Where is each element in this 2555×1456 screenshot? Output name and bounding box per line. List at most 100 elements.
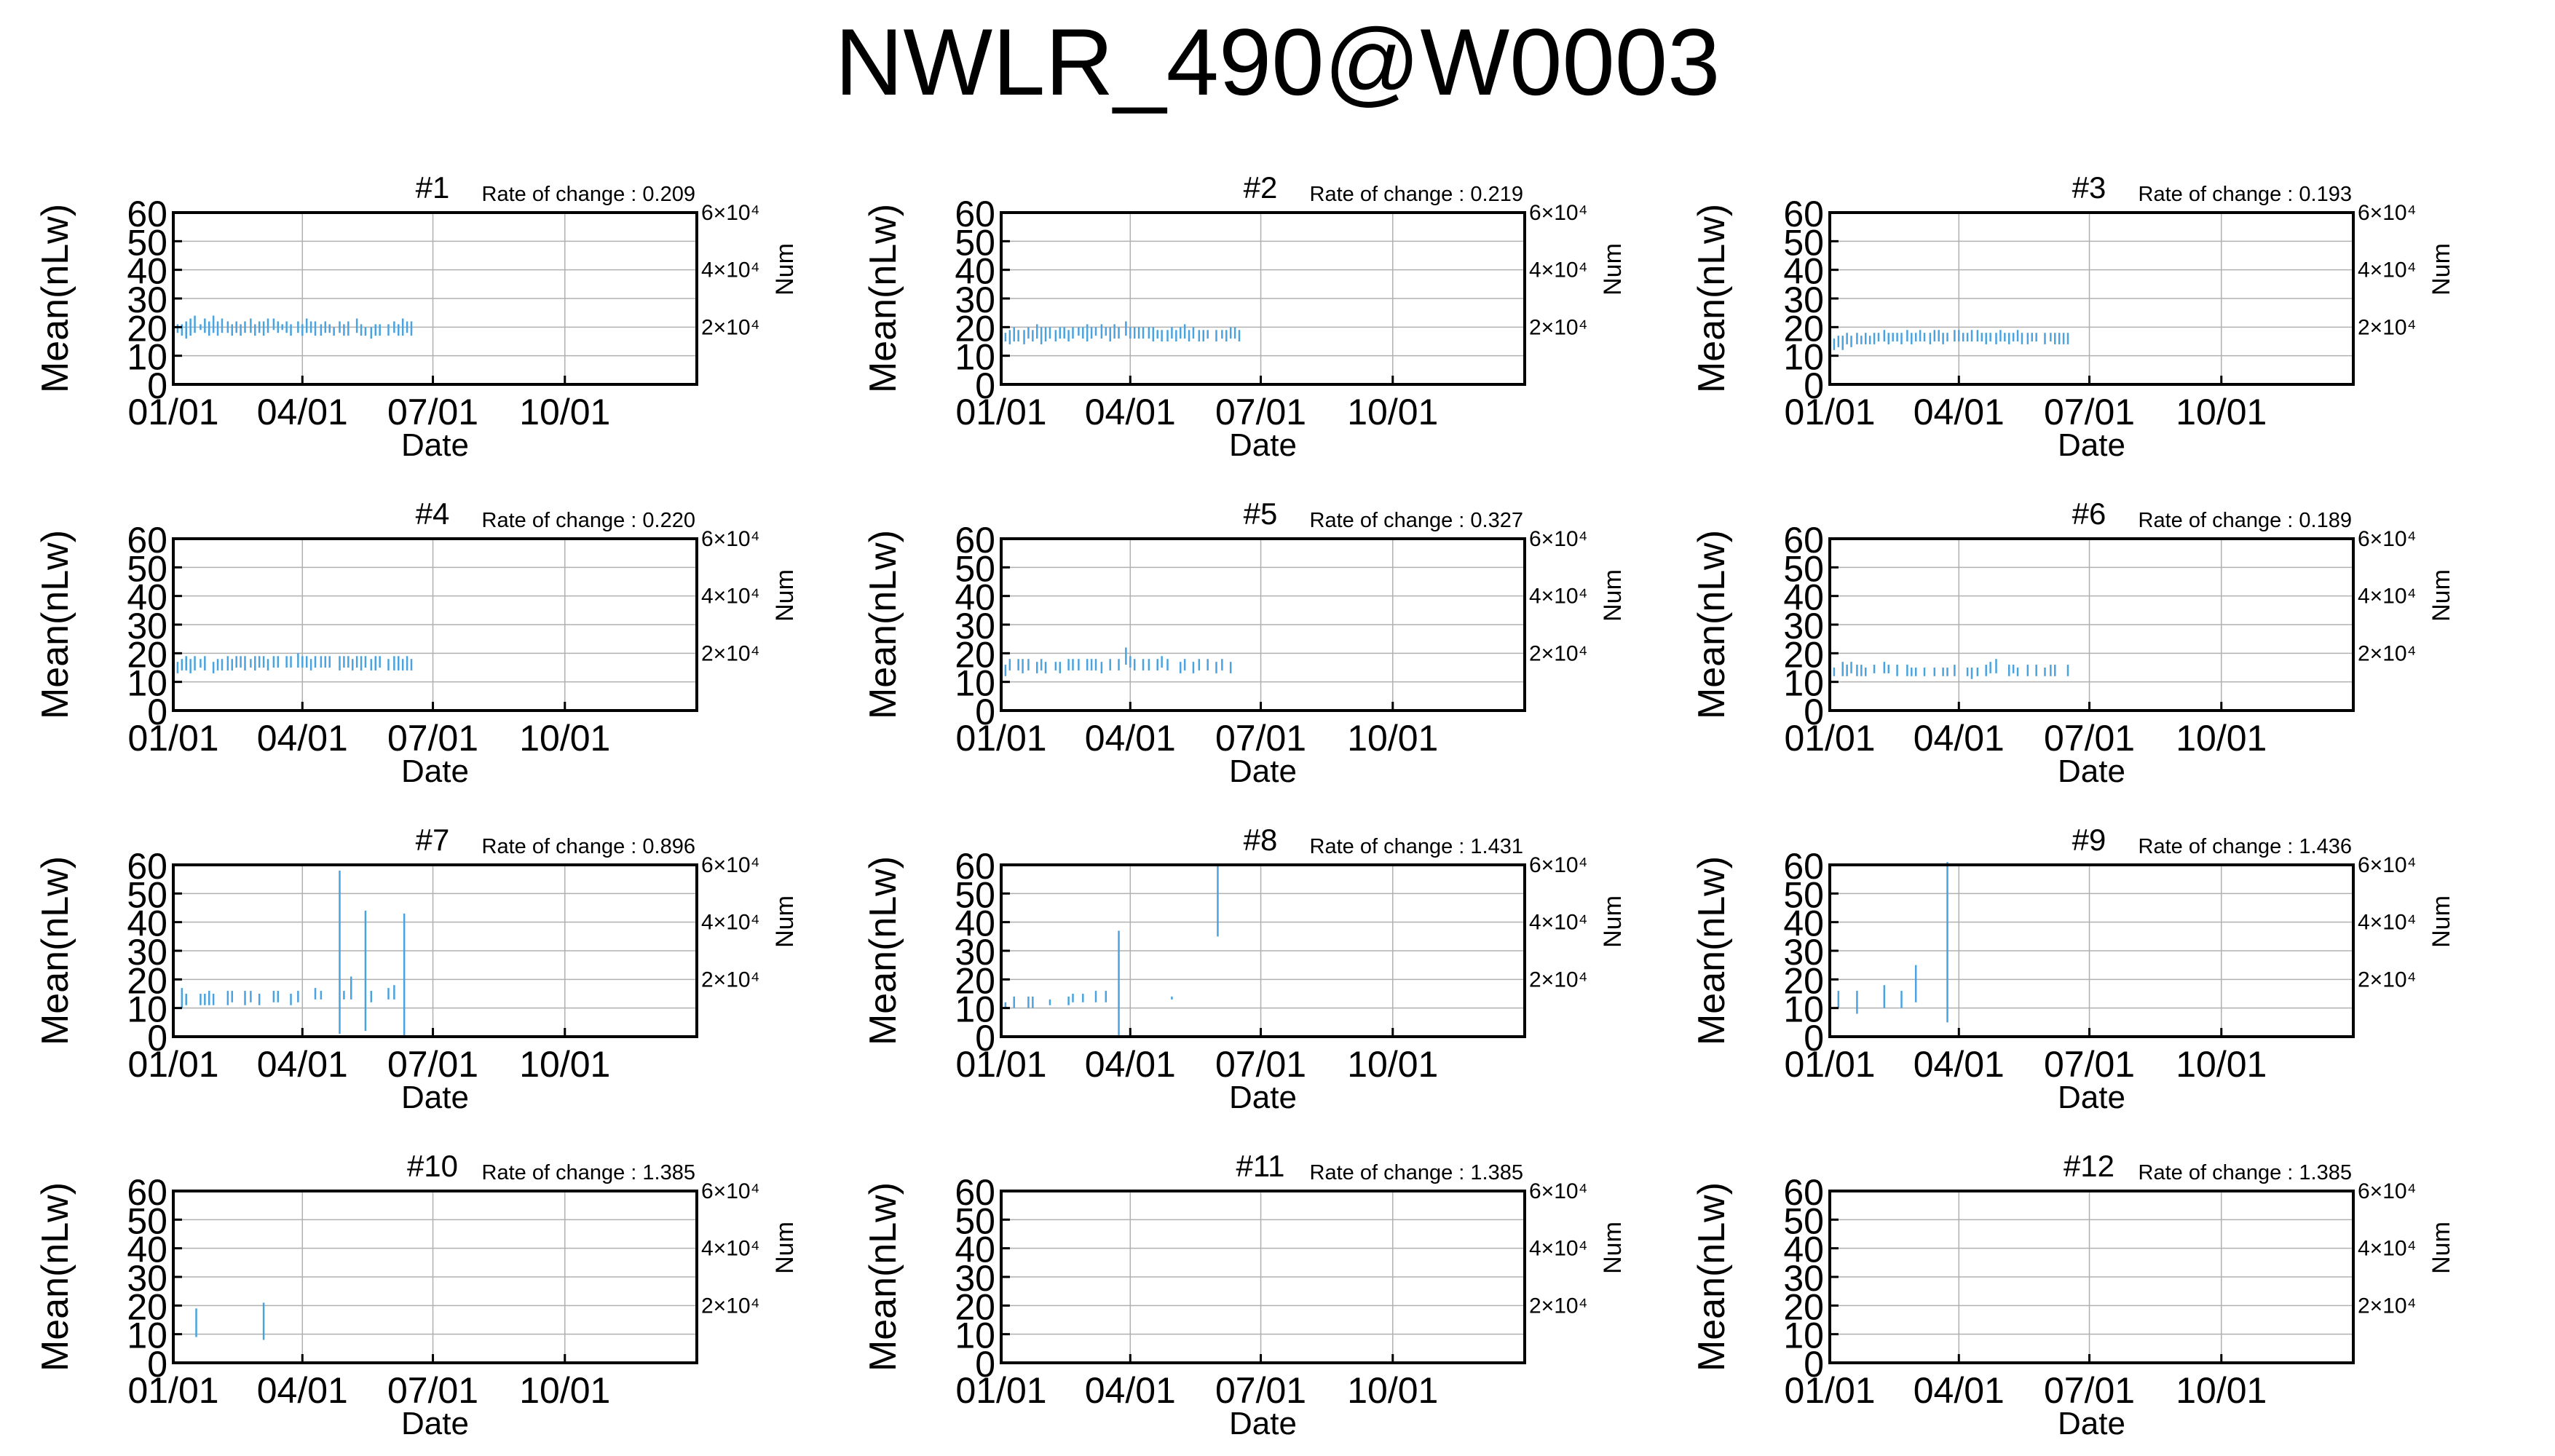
y-tick-label: 10 xyxy=(127,337,167,378)
y2-tick-label: 4×10⁴ xyxy=(1529,911,1587,935)
y2-tick-label: 2×10⁴ xyxy=(1529,315,1587,339)
y2-tick-label: 4×10⁴ xyxy=(1529,585,1587,609)
y2-axis-label: Num xyxy=(1599,1222,1627,1274)
y-tick-label: 40 xyxy=(127,577,167,618)
y-tick-label: 40 xyxy=(955,1230,995,1270)
y-tick-label: 50 xyxy=(955,548,995,589)
panel-title: #12 xyxy=(2064,1149,2114,1183)
rate-of-change-label: Rate of change : 1.431 xyxy=(1310,835,1523,858)
x-tick-label: 04/01 xyxy=(1085,1370,1176,1411)
x-tick-label: 04/01 xyxy=(257,392,348,432)
y-axis-label: Mean(nLw) xyxy=(1691,1182,1733,1372)
y2-tick-label: 4×10⁴ xyxy=(701,1237,759,1261)
x-axis-label: Date xyxy=(2058,1406,2125,1441)
x-tick-label: 10/01 xyxy=(1347,1370,1438,1411)
y2-tick-label: 2×10⁴ xyxy=(1529,968,1587,992)
y2-tick-label: 4×10⁴ xyxy=(2358,911,2416,935)
x-axis-label: Date xyxy=(401,427,469,463)
y2-tick-label: 2×10⁴ xyxy=(2358,1294,2416,1318)
y-tick-label: 40 xyxy=(127,1230,167,1270)
y-tick-label: 60 xyxy=(1783,520,1824,561)
y-tick-label: 30 xyxy=(1783,932,1824,973)
rate-of-change-label: Rate of change : 0.219 xyxy=(1310,183,1523,206)
y-tick-label: 10 xyxy=(955,337,995,378)
y2-tick-label: 2×10⁴ xyxy=(1529,641,1587,665)
y-tick-label: 0 xyxy=(147,1344,167,1385)
y-tick-label: 40 xyxy=(1783,1230,1824,1270)
rate-of-change-label: Rate of change : 1.385 xyxy=(482,1161,695,1184)
x-tick-label: 10/01 xyxy=(1347,392,1438,432)
y2-tick-label: 6×10⁴ xyxy=(701,853,759,877)
y-tick-label: 50 xyxy=(127,1200,167,1241)
y2-tick-label: 6×10⁴ xyxy=(1529,853,1587,877)
x-tick-label: 01/01 xyxy=(955,1044,1046,1085)
y2-tick-label: 6×10⁴ xyxy=(1529,201,1587,225)
y2-tick-label: 6×10⁴ xyxy=(1529,527,1587,551)
y-tick-label: 60 xyxy=(1783,846,1824,887)
x-tick-label: 07/01 xyxy=(2044,1044,2135,1085)
y-tick-label: 0 xyxy=(1804,1344,1824,1385)
y2-tick-label: 6×10⁴ xyxy=(2358,1179,2416,1203)
y2-tick-label: 4×10⁴ xyxy=(1529,258,1587,282)
y-tick-label: 60 xyxy=(1783,194,1824,234)
x-tick-label: 07/01 xyxy=(1215,392,1306,432)
y-axis-label: Mean(nLw) xyxy=(34,1182,76,1372)
y2-tick-label: 6×10⁴ xyxy=(701,1179,759,1203)
y-tick-label: 60 xyxy=(955,1172,995,1213)
y2-tick-label: 2×10⁴ xyxy=(701,968,759,992)
y-tick-label: 60 xyxy=(955,520,995,561)
y2-tick-label: 2×10⁴ xyxy=(2358,315,2416,339)
y-tick-label: 60 xyxy=(127,1172,167,1213)
x-tick-label: 04/01 xyxy=(1085,718,1176,759)
y-tick-label: 20 xyxy=(127,308,167,349)
y-tick-label: 30 xyxy=(955,932,995,973)
y-axis-label: Mean(nLw) xyxy=(1691,530,1733,719)
y-tick-label: 20 xyxy=(1783,960,1824,1001)
x-tick-label: 10/01 xyxy=(519,1044,610,1085)
x-tick-label: 07/01 xyxy=(2044,392,2135,432)
y-tick-label: 30 xyxy=(955,1258,995,1299)
y-tick-label: 10 xyxy=(127,663,167,704)
x-axis-label: Date xyxy=(1229,753,1297,789)
panel-title: #6 xyxy=(2072,496,2106,531)
x-tick-label: 10/01 xyxy=(519,392,610,432)
panel-title: #1 xyxy=(416,170,450,205)
y-tick-label: 20 xyxy=(1783,308,1824,349)
y-tick-label: 20 xyxy=(127,960,167,1001)
x-tick-label: 01/01 xyxy=(127,1044,218,1085)
y-tick-label: 0 xyxy=(975,365,995,406)
y2-axis-label: Num xyxy=(2428,569,2455,622)
y2-axis-label: Num xyxy=(2428,243,2455,296)
panel-title: #8 xyxy=(1244,823,1278,857)
y-tick-label: 60 xyxy=(127,194,167,234)
x-tick-label: 10/01 xyxy=(2176,1044,2267,1085)
x-tick-label: 04/01 xyxy=(257,718,348,759)
y-tick-label: 50 xyxy=(1783,222,1824,263)
x-tick-label: 01/01 xyxy=(1784,1370,1875,1411)
y-tick-label: 20 xyxy=(955,308,995,349)
y-tick-label: 50 xyxy=(955,874,995,915)
rate-of-change-label: Rate of change : 1.385 xyxy=(2139,1161,2352,1184)
panel-title: #5 xyxy=(1244,496,1278,531)
y-tick-label: 60 xyxy=(127,846,167,887)
y-tick-label: 0 xyxy=(147,365,167,406)
x-axis-label: Date xyxy=(401,1080,469,1115)
y-tick-label: 50 xyxy=(127,222,167,263)
x-tick-label: 07/01 xyxy=(1215,1044,1306,1085)
y2-axis-label: Num xyxy=(771,569,799,622)
y2-tick-label: 4×10⁴ xyxy=(2358,1237,2416,1261)
y-tick-label: 0 xyxy=(147,1018,167,1059)
y2-tick-label: 2×10⁴ xyxy=(701,1294,759,1318)
y-tick-label: 10 xyxy=(955,1315,995,1356)
rate-of-change-label: Rate of change : 0.193 xyxy=(2139,183,2352,206)
rate-of-change-label: Rate of change : 1.385 xyxy=(1310,1161,1523,1184)
rate-of-change-label: Rate of change : 0.327 xyxy=(1310,509,1523,532)
y-tick-label: 40 xyxy=(1783,903,1824,944)
x-tick-label: 10/01 xyxy=(1347,1044,1438,1085)
panel-title: #10 xyxy=(407,1149,458,1183)
